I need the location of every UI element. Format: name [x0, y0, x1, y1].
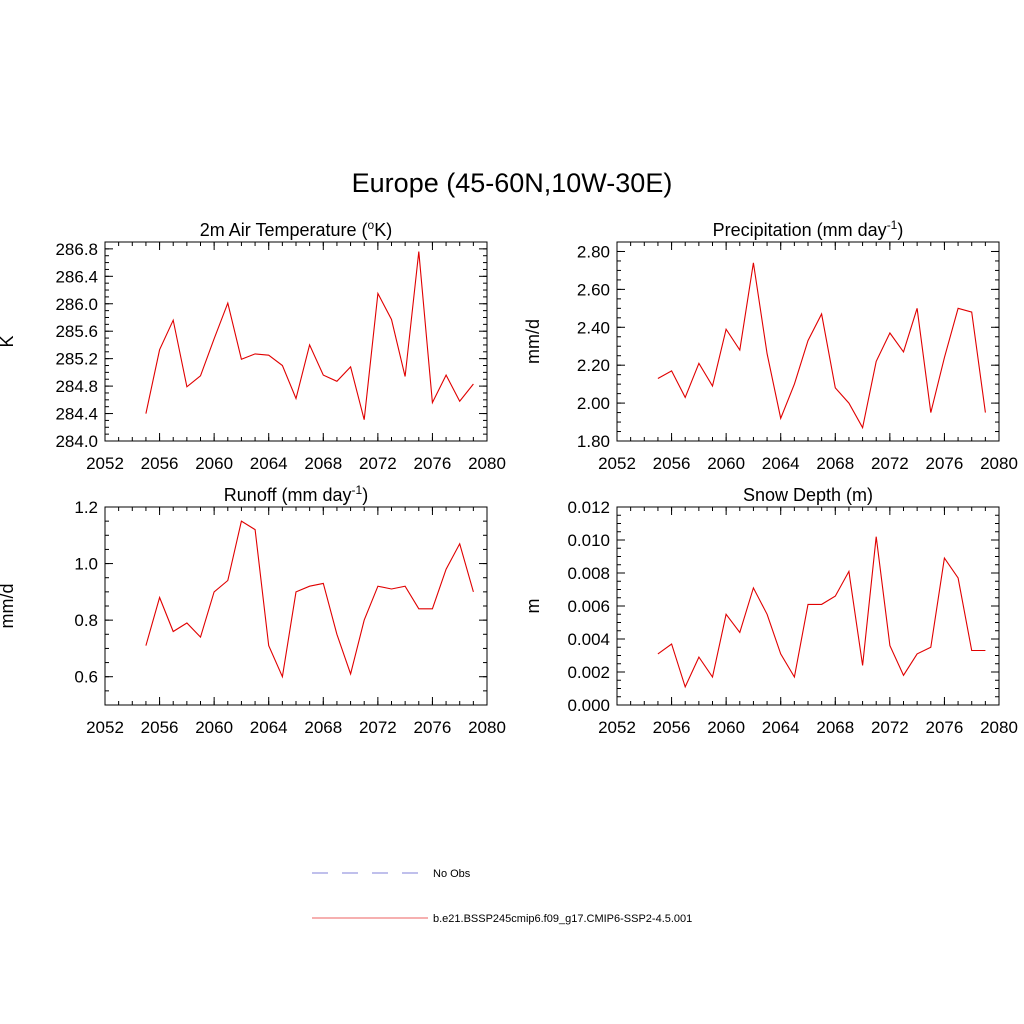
- panel-title-text-end: K): [374, 220, 392, 240]
- legend-item-1: No Obs: [312, 868, 471, 880]
- x-tick-label: 2068: [304, 454, 342, 473]
- x-tick-label: 2080: [468, 718, 506, 737]
- panel-title-text: Runoff (mm day: [224, 485, 352, 505]
- x-tick-label: 2068: [816, 718, 854, 737]
- x-tick-label: 2052: [598, 454, 636, 473]
- x-tick-label: 2072: [359, 454, 397, 473]
- x-tick-label: 2060: [707, 454, 745, 473]
- x-tick-label: 2064: [250, 718, 288, 737]
- y-tick-label: 0.006: [567, 597, 610, 616]
- plot-frame: [104, 241, 488, 442]
- y-tick-label: 284.0: [55, 432, 98, 451]
- panel-title-text: Snow Depth (m): [743, 485, 873, 505]
- plot-frame: [104, 506, 488, 706]
- x-tick-label: 2080: [980, 718, 1018, 737]
- figure-title: Europe (45-60N,10W-30E): [351, 168, 673, 198]
- x-tick-label: 2052: [86, 454, 124, 473]
- y-tick-label: 286.8: [55, 240, 98, 259]
- x-tick-label: 2056: [141, 454, 179, 473]
- y-tick-label: 286.0: [55, 295, 98, 314]
- y-tick-label: 1.80: [577, 432, 610, 451]
- panel-title-superscript: -1: [887, 218, 898, 232]
- series-line: [145, 520, 474, 679]
- y-tick-label: 2.40: [577, 318, 610, 337]
- y-tick-label: 0.012: [567, 498, 610, 517]
- x-tick-label: 2072: [359, 718, 397, 737]
- x-tick-label: 2068: [816, 454, 854, 473]
- y-tick-label: 0.008: [567, 564, 610, 583]
- y-axis-label: mm/d: [523, 319, 543, 364]
- y-tick-label: 0.010: [567, 531, 610, 550]
- series-line: [657, 262, 986, 430]
- chart-panel-2: 2052 2056 2060 2064 2068 2072 2076 2080 1.80 2.00…: [523, 218, 1018, 473]
- legend-label: b.e21.BSSP245cmip6.f09_g17.CMIP6-SSP2-4.…: [433, 913, 692, 925]
- x-tick-label: 2052: [598, 718, 636, 737]
- x-tick-label: 2064: [762, 718, 800, 737]
- y-tick-label: 2.20: [577, 356, 610, 375]
- chart-panel-4: 2052 2056 2060 2064 2068 2072 2076 2080 0.000 0.0…: [523, 485, 1018, 737]
- panel-title: Precipitation (mm day-1): [713, 218, 904, 240]
- x-tick-label: 2080: [980, 454, 1018, 473]
- legend-label: No Obs: [433, 868, 471, 880]
- chart-panel-3: 2052 2056 2060 2064 2068 2072 2076 2080 0.6 0.8 1.…: [0, 483, 506, 737]
- y-tick-label: 1.2: [74, 498, 98, 517]
- y-tick-label: 0.004: [567, 630, 610, 649]
- y-tick-label: 1.0: [74, 555, 98, 574]
- x-tick-label: 2064: [250, 454, 288, 473]
- y-tick-label: 0.002: [567, 663, 610, 682]
- y-tick-label: 285.6: [55, 322, 98, 341]
- y-tick-label: 285.2: [55, 350, 98, 369]
- x-tick-label: 2056: [141, 718, 179, 737]
- y-tick-label: 2.00: [577, 394, 610, 413]
- x-tick-label: 2076: [414, 454, 452, 473]
- x-tick-label: 2072: [871, 454, 909, 473]
- y-tick-label: 0.000: [567, 696, 610, 715]
- panel-title: Runoff (mm day-1): [224, 483, 368, 505]
- panel-title-text-end: ): [362, 485, 368, 505]
- panel-title-superscript: o: [368, 218, 375, 232]
- y-axis-label: m: [523, 599, 543, 614]
- series-line: [657, 536, 986, 689]
- x-tick-label: 2076: [926, 454, 964, 473]
- x-tick-label: 2080: [468, 454, 506, 473]
- x-tick-label: 2072: [871, 718, 909, 737]
- legend-item-2: b.e21.BSSP245cmip6.f09_g17.CMIP6-SSP2-4.…: [312, 913, 692, 925]
- chart-panel-1: 2052 2056 2060 2064 2068 2072 2076 2080 284.0 284…: [0, 218, 506, 473]
- x-tick-label: 2060: [707, 718, 745, 737]
- x-tick-label: 2064: [762, 454, 800, 473]
- y-axis-label: mm/d: [0, 584, 17, 629]
- y-tick-label: 0.6: [74, 668, 98, 687]
- y-tick-label: 284.8: [55, 377, 98, 396]
- x-tick-label: 2076: [926, 718, 964, 737]
- x-tick-label: 2056: [653, 454, 691, 473]
- panel-title-superscript: -1: [352, 483, 363, 497]
- y-axis-label: K: [0, 335, 17, 347]
- series-line: [145, 251, 474, 420]
- x-tick-label: 2052: [86, 718, 124, 737]
- y-tick-label: 2.60: [577, 280, 610, 299]
- x-tick-label: 2060: [195, 718, 233, 737]
- y-tick-label: 0.8: [74, 611, 98, 630]
- x-tick-label: 2056: [653, 718, 691, 737]
- panel-title-text: Precipitation (mm day: [713, 220, 887, 240]
- panel-title-text-end: ): [897, 220, 903, 240]
- y-tick-label: 284.4: [55, 405, 98, 424]
- x-tick-label: 2060: [195, 454, 233, 473]
- x-tick-label: 2068: [304, 718, 342, 737]
- panel-title: Snow Depth (m): [743, 485, 873, 505]
- y-tick-label: 2.80: [577, 242, 610, 261]
- y-tick-label: 286.4: [55, 267, 98, 286]
- x-tick-label: 2076: [414, 718, 452, 737]
- panel-title-text: 2m Air Temperature (: [200, 220, 368, 240]
- panel-title: 2m Air Temperature (oK): [200, 218, 392, 240]
